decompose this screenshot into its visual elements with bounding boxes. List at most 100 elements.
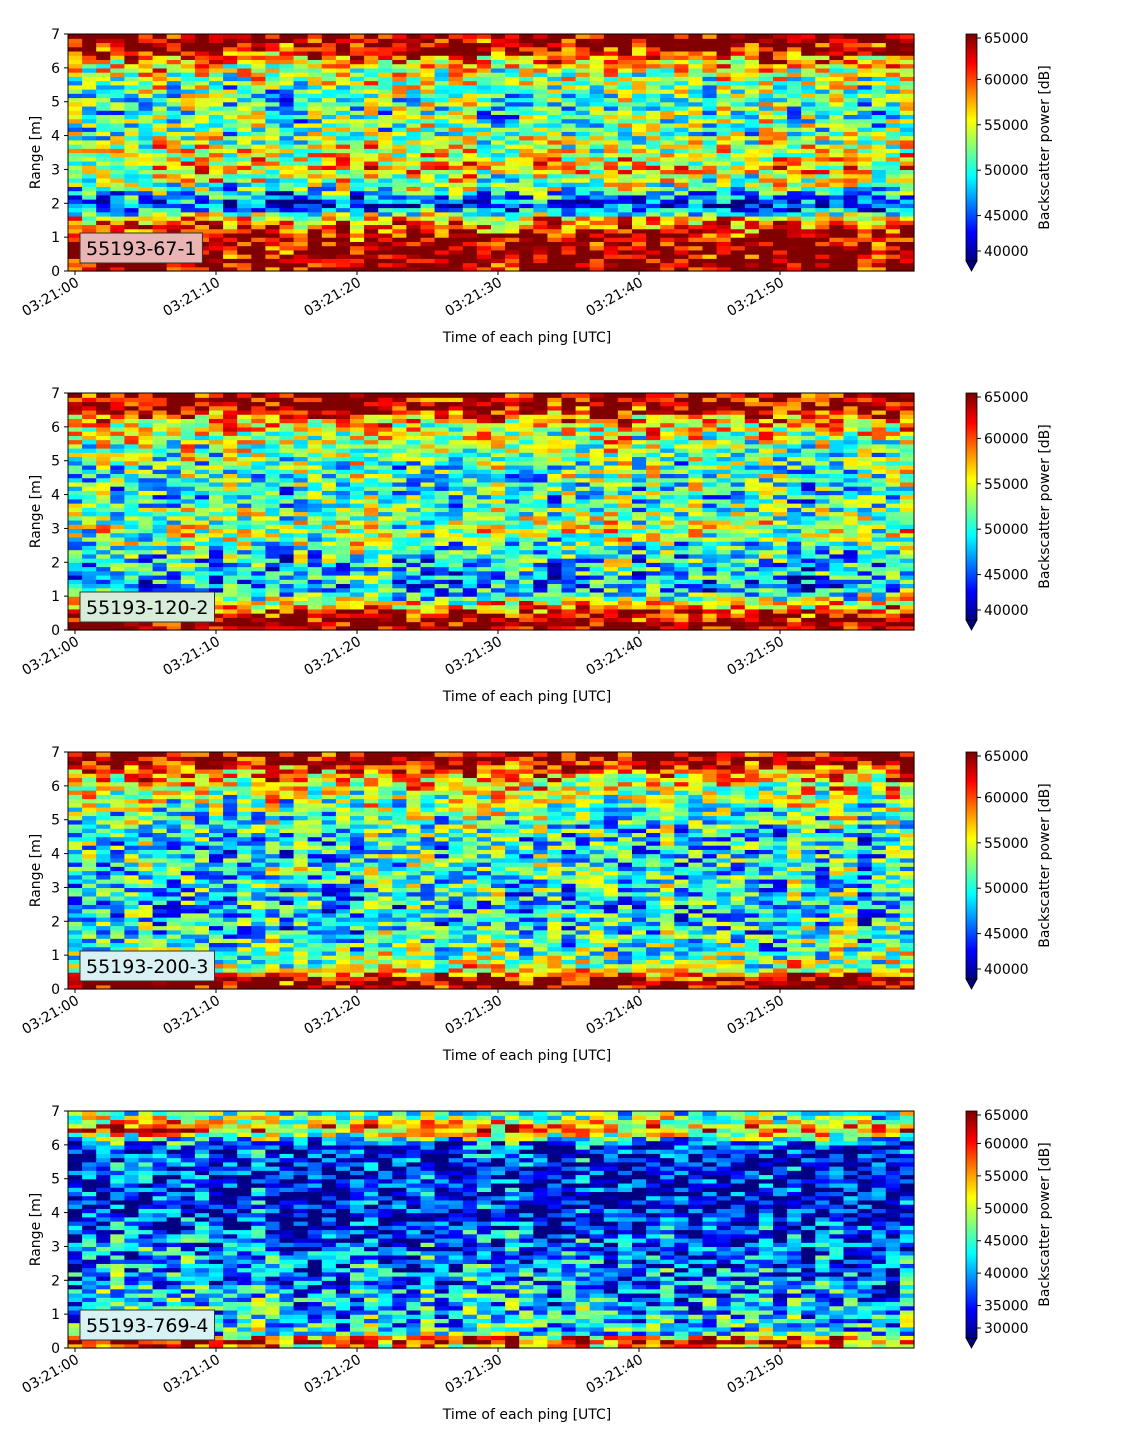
heatmap-cell xyxy=(110,144,125,149)
heatmap-cell xyxy=(561,194,577,200)
heatmap-cell xyxy=(462,135,478,141)
heatmap-cell xyxy=(251,38,266,44)
heatmap-cell xyxy=(321,456,337,462)
colorbar-segment xyxy=(966,191,977,194)
heatmap-cell xyxy=(209,72,224,77)
heatmap-cell xyxy=(688,254,704,259)
heatmap-cell xyxy=(420,481,436,487)
heatmap-cell xyxy=(448,105,464,111)
heatmap-cell xyxy=(801,118,816,124)
heatmap-cell xyxy=(730,55,746,60)
heatmap-cell xyxy=(237,401,252,407)
heatmap-cell xyxy=(124,194,140,200)
heatmap-cell xyxy=(152,122,168,128)
colorbar-tick-label: 45000 xyxy=(984,209,1029,225)
heatmap-cell xyxy=(293,105,309,111)
heatmap-cell xyxy=(152,418,168,424)
heatmap-cell xyxy=(716,139,732,145)
heatmap-cell xyxy=(279,511,295,517)
heatmap-cell xyxy=(420,562,436,568)
heatmap-cell xyxy=(899,249,915,255)
heatmap-cell xyxy=(335,148,351,154)
heatmap-cell xyxy=(519,34,534,39)
heatmap-cell xyxy=(265,76,281,82)
colorbar-segment xyxy=(966,115,977,118)
heatmap-cell xyxy=(335,452,351,458)
heatmap-cell xyxy=(589,50,605,56)
heatmap-cell xyxy=(152,207,168,213)
heatmap-cell xyxy=(730,156,746,162)
heatmap-cell xyxy=(350,67,365,73)
heatmap-cell xyxy=(321,583,337,589)
heatmap-cell xyxy=(392,515,407,521)
heatmap-cell xyxy=(251,169,266,175)
heatmap-cell xyxy=(307,105,323,111)
heatmap-cell xyxy=(124,448,140,453)
heatmap-cell xyxy=(547,220,563,226)
heatmap-cell xyxy=(885,89,901,94)
heatmap-cell xyxy=(364,587,379,593)
heatmap-cell xyxy=(279,503,295,508)
heatmap-cell xyxy=(603,105,619,111)
heatmap-cell xyxy=(420,156,436,162)
heatmap-cell xyxy=(265,258,281,264)
heatmap-cell xyxy=(237,220,252,226)
heatmap-cell xyxy=(82,511,97,517)
colorbar-segment xyxy=(966,94,977,97)
heatmap-cell xyxy=(519,160,534,166)
heatmap-cell xyxy=(646,76,661,82)
heatmap-cell xyxy=(364,553,379,559)
y-tick-label: 3 xyxy=(51,162,60,178)
heatmap-cell xyxy=(730,237,746,242)
heatmap-cell xyxy=(251,528,266,534)
colorbar-segment xyxy=(966,128,977,131)
heatmap-cell xyxy=(871,59,887,65)
heatmap-cell xyxy=(491,118,506,124)
heatmap-cell xyxy=(871,156,887,162)
heatmap-cell xyxy=(152,67,168,73)
heatmap-cell xyxy=(533,203,548,209)
heatmap-cell xyxy=(237,101,252,107)
heatmap-cell xyxy=(335,405,351,411)
heatmap-cell xyxy=(632,169,647,175)
heatmap-cell xyxy=(152,409,168,415)
heatmap-cell xyxy=(180,55,196,60)
heatmap-cell xyxy=(364,600,379,606)
heatmap-cell xyxy=(307,409,323,415)
heatmap-cell xyxy=(617,186,633,192)
heatmap-cell xyxy=(110,469,125,475)
heatmap-cell xyxy=(307,574,323,580)
heatmap-cell xyxy=(392,63,407,69)
heatmap-cell xyxy=(476,72,492,77)
heatmap-cell xyxy=(617,211,633,217)
heatmap-cell xyxy=(335,566,351,572)
heatmap-cell xyxy=(335,625,351,631)
heatmap-cell xyxy=(110,110,125,116)
heatmap-cell xyxy=(603,34,619,39)
heatmap-cell xyxy=(603,232,619,238)
heatmap-cell xyxy=(237,507,252,513)
heatmap-cell xyxy=(758,50,774,56)
heatmap-cell xyxy=(237,203,252,209)
heatmap-cell xyxy=(660,224,675,230)
heatmap-cell xyxy=(491,80,506,86)
heatmap-cell xyxy=(547,59,563,65)
heatmap-cell xyxy=(378,591,393,597)
heatmap-cell xyxy=(744,80,760,86)
heatmap-cell xyxy=(462,46,478,52)
heatmap-cell xyxy=(702,237,718,242)
heatmap-cell xyxy=(124,393,140,398)
heatmap-cell xyxy=(68,536,83,542)
heatmap-cell xyxy=(392,532,407,538)
heatmap-cell xyxy=(716,97,732,103)
heatmap-cell xyxy=(364,177,379,183)
heatmap-cell xyxy=(265,34,281,39)
heatmap-cell xyxy=(815,118,830,124)
heatmap-cell xyxy=(885,139,901,145)
heatmap-cell xyxy=(223,110,238,116)
heatmap-cell xyxy=(871,105,887,111)
heatmap-cell xyxy=(406,169,422,175)
heatmap-cell xyxy=(68,194,83,200)
heatmap-cell xyxy=(491,266,506,272)
heatmap-cell xyxy=(688,199,704,204)
